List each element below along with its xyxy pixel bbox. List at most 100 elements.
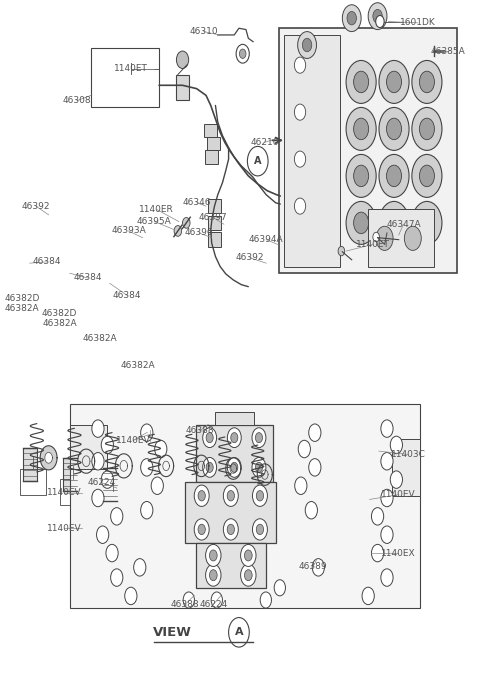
Circle shape [309,424,321,441]
Circle shape [379,107,409,150]
Text: 1601DK: 1601DK [400,18,435,28]
Circle shape [110,508,123,525]
Circle shape [209,550,217,561]
Circle shape [354,212,369,234]
Text: 46310: 46310 [190,27,218,36]
Circle shape [198,524,205,534]
Circle shape [294,57,306,73]
Bar [70,404,420,608]
Circle shape [110,569,123,586]
Circle shape [223,519,238,540]
Circle shape [240,545,256,566]
Text: 46382A: 46382A [83,334,118,343]
Circle shape [368,3,387,30]
Circle shape [141,501,153,519]
Text: 46382D: 46382D [42,309,77,318]
Bar [70,425,108,469]
Bar [63,458,77,491]
Circle shape [174,226,181,237]
Bar [208,216,221,231]
Bar [208,199,221,214]
Circle shape [381,569,393,586]
Circle shape [240,564,256,586]
Circle shape [244,570,252,581]
Circle shape [252,428,266,448]
Circle shape [347,11,357,25]
Circle shape [338,247,345,255]
Circle shape [346,61,376,103]
Text: 46347A: 46347A [386,220,421,228]
Text: 46394A: 46394A [249,235,284,244]
Circle shape [260,592,272,608]
Text: 1140ET: 1140ET [356,240,390,249]
Circle shape [386,71,402,93]
Circle shape [346,107,376,150]
Bar [100,491,126,517]
Bar [185,482,276,543]
Circle shape [227,491,234,501]
Circle shape [101,436,113,454]
Circle shape [227,524,234,534]
Bar [196,543,266,588]
Circle shape [223,485,238,506]
Circle shape [412,202,442,245]
Text: 46395A: 46395A [137,217,172,226]
Circle shape [205,564,221,586]
Text: 1140ER: 1140ER [139,205,174,214]
Circle shape [203,458,216,477]
Text: 46384: 46384 [33,257,61,266]
Text: 46346: 46346 [182,198,211,208]
Circle shape [211,592,222,608]
Circle shape [231,462,238,472]
Circle shape [247,146,268,176]
Circle shape [295,477,307,495]
Circle shape [231,433,238,443]
Circle shape [228,428,241,448]
Circle shape [252,458,266,477]
Circle shape [151,477,163,495]
Circle shape [420,118,434,140]
Circle shape [420,165,434,187]
Text: 46396: 46396 [185,228,213,237]
Circle shape [182,218,190,228]
Bar [368,210,434,266]
Bar [207,137,220,150]
Text: 46382A: 46382A [120,361,155,370]
Circle shape [372,508,384,525]
Text: 46392: 46392 [22,202,50,210]
Circle shape [390,436,402,454]
Circle shape [101,471,113,489]
Text: 1140EX: 1140EX [381,549,415,557]
Circle shape [373,9,382,23]
Circle shape [386,212,402,234]
Circle shape [346,154,376,197]
Circle shape [206,433,213,443]
Circle shape [379,202,409,245]
Text: 46389: 46389 [299,562,327,571]
Circle shape [133,559,146,576]
Circle shape [209,570,217,581]
Bar [215,412,253,425]
Text: 1140EV: 1140EV [381,490,415,499]
Circle shape [294,104,306,120]
Circle shape [252,519,267,540]
Bar [284,35,340,266]
Circle shape [379,61,409,103]
Circle shape [194,519,209,540]
Circle shape [354,118,369,140]
Text: 46385A: 46385A [431,47,466,56]
Circle shape [404,226,421,251]
Circle shape [346,202,376,245]
Circle shape [255,433,263,443]
Circle shape [236,44,249,63]
Circle shape [294,198,306,214]
Bar [196,425,273,482]
Text: 46382D: 46382D [4,294,39,303]
Bar [91,49,159,107]
Text: 1140EV: 1140EV [47,488,82,497]
Bar [103,468,117,501]
Circle shape [92,452,104,470]
Text: 46308: 46308 [62,96,91,105]
Circle shape [255,462,263,472]
Text: 11403C: 11403C [391,450,426,459]
